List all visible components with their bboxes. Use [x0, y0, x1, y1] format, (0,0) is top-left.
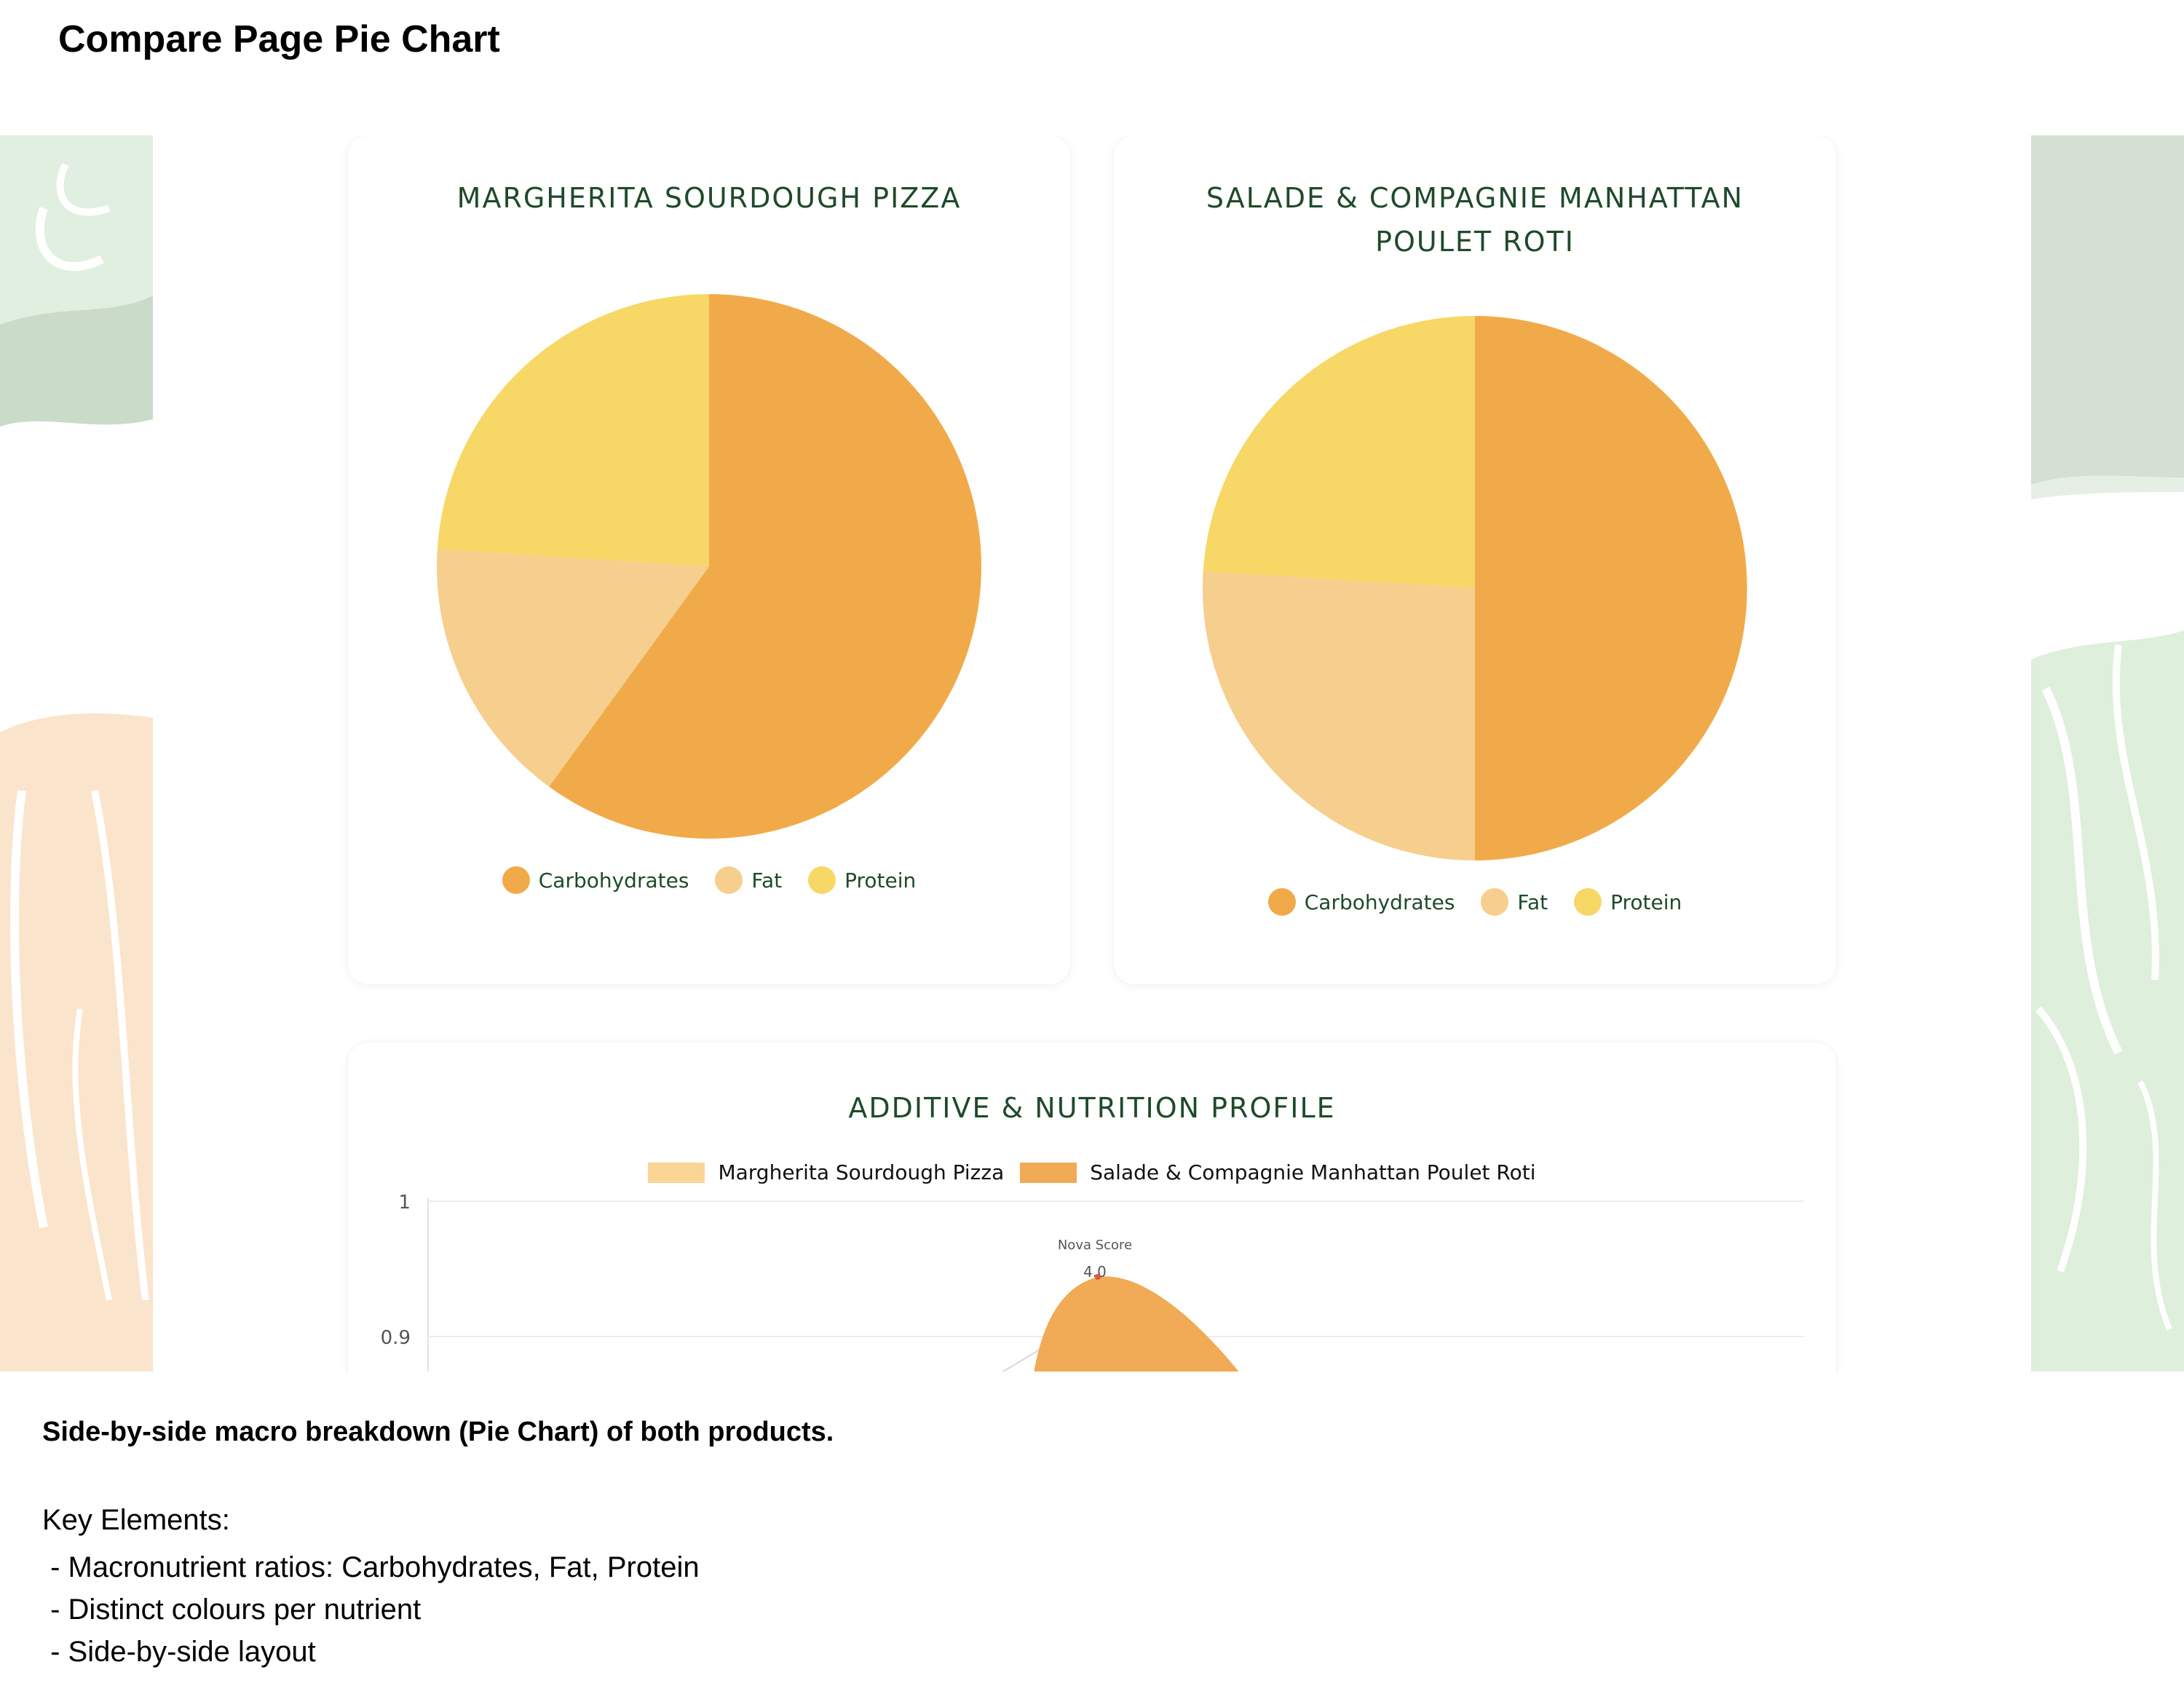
y-tick-label: 1 — [398, 1192, 411, 1214]
fat-swatch-icon — [1481, 888, 1509, 916]
pie-legend: Carbohydrates Fat Protein — [1114, 888, 1836, 916]
card-title: SALADE & COMPAGNIE MANHATTAN POULET ROTI — [1206, 182, 1744, 258]
protein-swatch-icon — [808, 866, 836, 894]
legend-item-margherita[interactable]: Margherita Sourdough Pizza — [648, 1160, 1004, 1184]
fat-swatch-icon — [715, 866, 743, 894]
legend-label: Fat — [1517, 890, 1548, 914]
legend-item-fat[interactable]: Fat — [1481, 888, 1548, 916]
key-element-item: - Distinct colours per nutrient — [42, 1594, 422, 1626]
right-background-decoration — [2031, 135, 2184, 1372]
pie-slice-protein[interactable] — [1203, 315, 1475, 588]
card-title: MARGHERITA SOURDOUGH PIZZA — [456, 182, 962, 214]
legend-label: Fat — [751, 868, 783, 892]
y-tick-label: 0.9 — [381, 1327, 411, 1349]
legend-label: Carbohydrates — [538, 868, 689, 892]
page-title: Compare Page Pie Chart — [58, 18, 500, 60]
legend-label: Protein — [1610, 890, 1682, 914]
legend-item-carbohydrates[interactable]: Carbohydrates — [1267, 888, 1455, 916]
pie-slice-fat[interactable] — [437, 549, 709, 787]
card-title: ADDITIVE & NUTRITION PROFILE — [848, 1092, 1336, 1124]
description-title: Side-by-side macro breakdown (Pie Chart)… — [42, 1417, 834, 1447]
series-area-salade[interactable] — [1029, 1276, 1265, 1372]
pie-slice-carbohydrates[interactable] — [1475, 316, 1747, 860]
salade-swatch-icon — [1020, 1162, 1077, 1183]
protein-swatch-icon — [1574, 888, 1602, 916]
pie-chart-margherita — [437, 293, 981, 839]
legend-label: Carbohydrates — [1304, 890, 1455, 914]
pie-slice-protein[interactable] — [437, 293, 709, 566]
key-element-item: - Side-by-side layout — [42, 1636, 316, 1668]
additive-nutrition-profile-card: ADDITIVE & NUTRITION PROFILE Margherita … — [348, 1042, 1836, 1372]
key-elements-list: - Macronutrient ratios: Carbohydrates, F… — [42, 1546, 700, 1673]
point-value-label: 4.0 — [1083, 1263, 1107, 1281]
legend-item-carbohydrates[interactable]: Carbohydrates — [502, 866, 689, 894]
legend-label: Salade & Compagnie Manhattan Poulet Roti — [1090, 1160, 1536, 1184]
additive-nutrition-chart: 1 0.9 Nova Score 4.0 — [381, 1192, 1804, 1372]
key-elements-heading: Key Elements: — [42, 1504, 230, 1536]
left-background-decoration — [0, 135, 153, 1372]
carbohydrates-swatch-icon — [1267, 888, 1296, 916]
legend-label: Margherita Sourdough Pizza — [718, 1160, 1005, 1184]
key-element-item: - Macronutrient ratios: Carbohydrates, F… — [42, 1551, 700, 1583]
app-screenshot: MARGHERITA SOURDOUGH PIZZA Carbohydrates… — [0, 135, 2184, 1372]
profile-legend: Margherita Sourdough Pizza Salade & Comp… — [348, 1160, 1836, 1184]
legend-item-protein[interactable]: Protein — [1574, 888, 1682, 916]
point-label-nova-score: Nova Score — [1058, 1238, 1132, 1253]
legend-item-fat[interactable]: Fat — [715, 866, 782, 894]
legend-item-salade[interactable]: Salade & Compagnie Manhattan Poulet Roti — [1020, 1160, 1536, 1184]
margherita-swatch-icon — [648, 1162, 705, 1183]
pie-slice-fat[interactable] — [1203, 571, 1475, 860]
pie-chart-salade — [1203, 315, 1747, 860]
pie-card-salade: SALADE & COMPAGNIE MANHATTAN POULET ROTI… — [1114, 135, 1836, 984]
legend-label: Protein — [844, 868, 917, 892]
pie-card-margherita: MARGHERITA SOURDOUGH PIZZA Carbohydrates… — [348, 135, 1070, 984]
data-point-marker[interactable] — [1095, 1274, 1101, 1280]
pie-legend: Carbohydrates Fat Protein — [348, 866, 1070, 894]
pie-slice-carbohydrates[interactable] — [549, 294, 981, 839]
legend-item-protein[interactable]: Protein — [808, 866, 916, 894]
carbohydrates-swatch-icon — [502, 866, 530, 894]
